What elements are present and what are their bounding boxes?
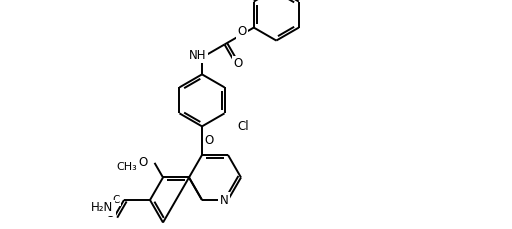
Text: O: O: [233, 57, 243, 70]
Text: H₂N: H₂N: [91, 202, 113, 215]
Text: CH₃: CH₃: [116, 162, 137, 172]
Text: Cl: Cl: [238, 120, 249, 133]
Text: O: O: [238, 25, 247, 38]
Text: NH: NH: [189, 49, 207, 62]
Text: C: C: [112, 195, 120, 205]
Text: O: O: [105, 207, 114, 220]
Text: O: O: [204, 134, 214, 147]
Text: O: O: [138, 156, 147, 169]
Text: N: N: [220, 194, 228, 207]
